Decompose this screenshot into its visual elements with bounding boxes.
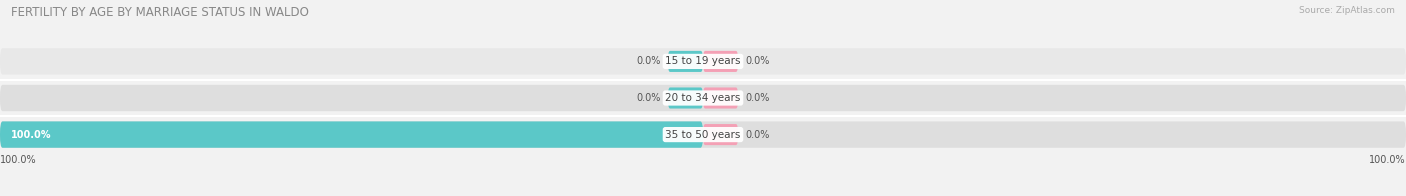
Text: 0.0%: 0.0% xyxy=(745,130,769,140)
FancyBboxPatch shape xyxy=(668,124,703,145)
FancyBboxPatch shape xyxy=(0,121,703,148)
FancyBboxPatch shape xyxy=(0,85,1406,111)
Text: FERTILITY BY AGE BY MARRIAGE STATUS IN WALDO: FERTILITY BY AGE BY MARRIAGE STATUS IN W… xyxy=(11,6,309,19)
Text: 100.0%: 100.0% xyxy=(1369,155,1406,165)
Text: 0.0%: 0.0% xyxy=(745,93,769,103)
FancyBboxPatch shape xyxy=(0,48,1406,75)
FancyBboxPatch shape xyxy=(703,51,738,72)
FancyBboxPatch shape xyxy=(0,121,1406,148)
Text: 0.0%: 0.0% xyxy=(745,56,769,66)
Text: 35 to 50 years: 35 to 50 years xyxy=(665,130,741,140)
FancyBboxPatch shape xyxy=(668,87,703,109)
Text: 15 to 19 years: 15 to 19 years xyxy=(665,56,741,66)
Text: 100.0%: 100.0% xyxy=(0,155,37,165)
FancyBboxPatch shape xyxy=(668,51,703,72)
FancyBboxPatch shape xyxy=(703,124,738,145)
Text: 0.0%: 0.0% xyxy=(637,56,661,66)
Text: 100.0%: 100.0% xyxy=(10,130,51,140)
Text: Source: ZipAtlas.com: Source: ZipAtlas.com xyxy=(1299,6,1395,15)
Text: 20 to 34 years: 20 to 34 years xyxy=(665,93,741,103)
FancyBboxPatch shape xyxy=(703,87,738,109)
Text: 0.0%: 0.0% xyxy=(637,93,661,103)
